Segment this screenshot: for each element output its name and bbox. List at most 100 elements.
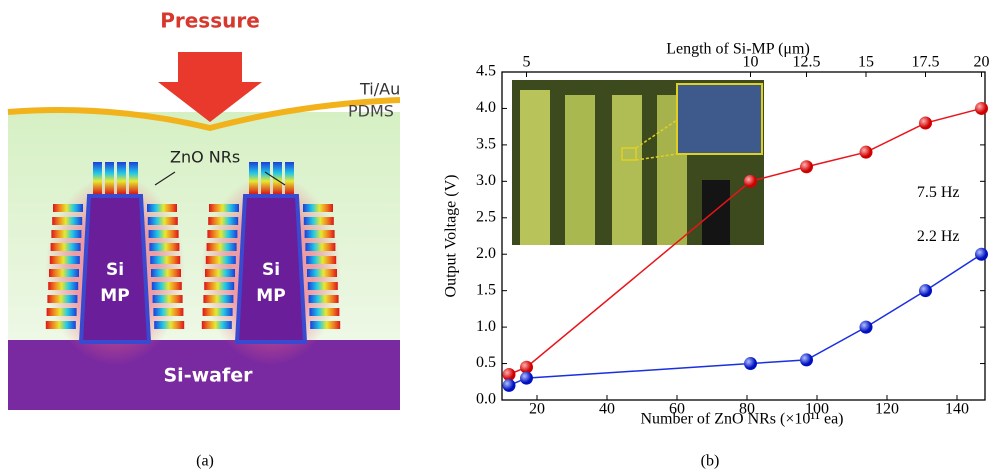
nanorods-label: ZnO NRs xyxy=(170,148,240,167)
nanorod xyxy=(305,243,335,251)
nanorod xyxy=(207,230,237,238)
nanorod xyxy=(51,243,81,251)
pillar-label: Si xyxy=(262,260,280,280)
data-point xyxy=(919,284,932,297)
substrate-label: Si-wafer xyxy=(164,365,254,387)
sem-inset xyxy=(512,80,764,245)
nanorod xyxy=(53,204,83,212)
x-tick-label: 60 xyxy=(669,401,685,418)
sem-pillar xyxy=(612,95,642,245)
nanorod xyxy=(285,162,294,194)
nanorod xyxy=(203,308,233,316)
nanorod xyxy=(50,256,80,264)
x2-tick-label: 10 xyxy=(743,54,759,71)
sem-pillar xyxy=(520,90,550,245)
pillar-label: MP xyxy=(100,286,129,306)
x-tick-label: 40 xyxy=(599,401,615,418)
x-tick-label: 100 xyxy=(805,401,829,418)
nanorod xyxy=(261,162,270,194)
y-tick-label: 1.5 xyxy=(476,281,496,298)
nanorod xyxy=(49,269,79,277)
nanorod xyxy=(209,204,239,212)
nanorod xyxy=(308,282,338,290)
nanorod xyxy=(148,217,178,225)
nanorod xyxy=(249,162,258,194)
nanorod xyxy=(309,308,339,316)
nanorod xyxy=(93,162,102,194)
nanorod xyxy=(105,162,114,194)
nanorod xyxy=(154,321,184,329)
x-tick-label: 120 xyxy=(875,401,899,418)
nanorod xyxy=(304,217,334,225)
y-tick-label: 2.0 xyxy=(476,245,496,262)
data-point xyxy=(975,102,988,115)
nanorod xyxy=(117,162,126,194)
nanorod xyxy=(309,295,339,303)
data-point xyxy=(800,353,813,366)
nanorod xyxy=(205,269,235,277)
nanorod xyxy=(153,308,183,316)
nanorod xyxy=(207,243,237,251)
nanorod xyxy=(206,256,236,264)
nanorod xyxy=(303,204,333,212)
nanorod xyxy=(47,308,77,316)
figure: SiMPSiMP Pressure Ti/Au PDMS ZnO NRs Si-… xyxy=(0,0,995,473)
x2-tick-label: 20 xyxy=(974,54,990,71)
series-label: 2.2 Hz xyxy=(917,228,960,245)
nanorod xyxy=(149,243,179,251)
y-tick-label: 2.5 xyxy=(476,208,496,225)
pillar-label: Si xyxy=(106,260,124,280)
nanorod xyxy=(149,230,179,238)
pressure-label: Pressure xyxy=(160,9,260,33)
nanorod xyxy=(46,321,76,329)
pressure-arrow xyxy=(158,52,262,122)
data-point xyxy=(975,248,988,261)
nanorod xyxy=(305,230,335,238)
data-point xyxy=(744,175,757,188)
pillar-label: MP xyxy=(256,286,285,306)
x-tick-label: 20 xyxy=(529,401,545,418)
nanorod xyxy=(204,282,234,290)
chart: Length of Si-MP (μm) Number of ZnO NRs (… xyxy=(443,41,990,470)
data-point xyxy=(520,372,533,385)
electrode-label: Ti/Au xyxy=(359,80,400,99)
x2-tick-label: 15 xyxy=(858,54,874,71)
y-tick-label: 0.0 xyxy=(476,391,496,408)
series-label: 7.5 Hz xyxy=(917,184,960,201)
nanorod xyxy=(47,295,77,303)
y-tick-label: 4.0 xyxy=(476,99,496,116)
data-point xyxy=(800,160,813,173)
y-tick-label: 4.5 xyxy=(476,63,496,80)
sem-zoom xyxy=(677,84,762,154)
nanorod xyxy=(52,217,82,225)
y-tick-label: 1.0 xyxy=(476,318,496,335)
diagram: SiMPSiMP Pressure Ti/Au PDMS ZnO NRs Si-… xyxy=(8,9,400,470)
nanorod xyxy=(310,321,340,329)
data-point xyxy=(744,357,757,370)
data-point xyxy=(860,146,873,159)
nanorod xyxy=(129,162,138,194)
y-tick-label: 3.0 xyxy=(476,172,496,189)
sem-pillar xyxy=(565,95,595,245)
nanorod xyxy=(147,204,177,212)
nanorod xyxy=(203,295,233,303)
nanorod xyxy=(153,295,183,303)
y-tick-label: 0.5 xyxy=(476,354,496,371)
nanorod xyxy=(48,282,78,290)
nanorod xyxy=(150,256,180,264)
data-point xyxy=(503,379,516,392)
x2-label: Length of Si-MP (μm) xyxy=(666,41,810,58)
x2-tick-label: 5 xyxy=(523,54,531,71)
x-tick-label: 140 xyxy=(945,401,969,418)
y-label: Output Voltage (V) xyxy=(443,175,460,298)
x2-tick-label: 17.5 xyxy=(912,54,940,71)
caption: (b) xyxy=(701,453,720,470)
caption: (a) xyxy=(196,453,214,470)
data-point xyxy=(860,321,873,334)
x2-tick-label: 12.5 xyxy=(793,54,821,71)
nanorod xyxy=(151,269,181,277)
nanorod xyxy=(202,321,232,329)
x-tick-label: 80 xyxy=(739,401,755,418)
y-tick-label: 3.5 xyxy=(476,136,496,153)
nanorod xyxy=(208,217,238,225)
